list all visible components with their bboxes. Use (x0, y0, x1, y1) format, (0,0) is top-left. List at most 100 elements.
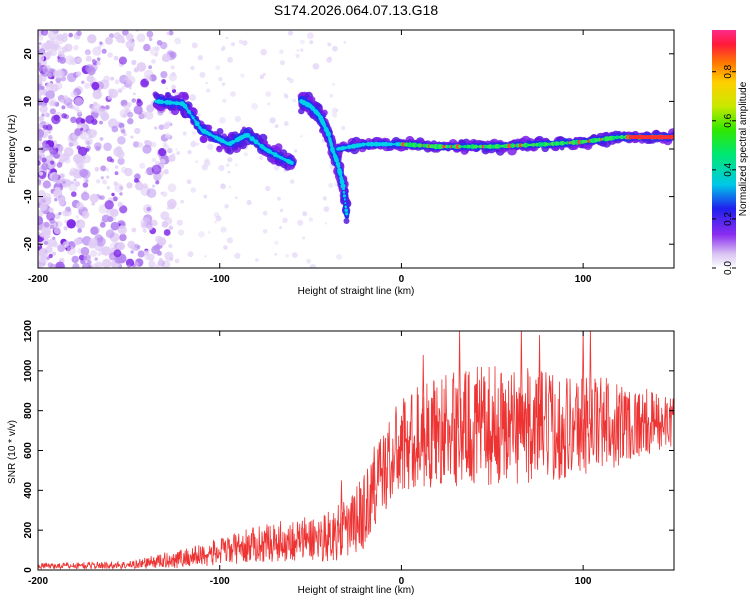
speckle (235, 163, 238, 167)
speckle (132, 92, 136, 96)
speckle (110, 221, 120, 231)
speckle (161, 79, 167, 84)
speckle (105, 167, 110, 172)
speckle (292, 98, 297, 103)
speckle (80, 119, 86, 124)
speckle (113, 55, 119, 61)
speckle (148, 37, 153, 42)
speckle (148, 65, 153, 70)
speckle (285, 254, 289, 258)
speckle (187, 150, 192, 155)
y-tick-label: 200 (23, 521, 34, 538)
speckle (118, 56, 127, 65)
ridge-peak (345, 212, 349, 216)
speckle (38, 263, 41, 268)
speckle (119, 205, 128, 214)
speckle (197, 55, 203, 61)
snr-peak (372, 446, 376, 491)
speckle (262, 210, 268, 216)
speckle (204, 196, 207, 199)
speckle (159, 257, 163, 262)
speckle (290, 179, 295, 184)
speckle (171, 84, 177, 90)
speckle (127, 118, 134, 125)
speckle (144, 139, 149, 145)
ridge-peak (371, 142, 375, 147)
speckle (151, 164, 162, 175)
speckle (57, 244, 66, 253)
speckle (228, 186, 232, 189)
speckle (324, 222, 327, 225)
speckle (246, 199, 252, 206)
speckle (49, 172, 59, 181)
speckle (90, 63, 98, 72)
speckle (222, 98, 227, 103)
ridge-halo (216, 145, 223, 153)
speckle (76, 57, 82, 64)
speckle (38, 115, 45, 122)
speckle (61, 113, 67, 119)
speckle (326, 57, 332, 63)
speckle (149, 74, 157, 82)
speckle (48, 253, 53, 259)
speckle (297, 219, 304, 226)
speckle (48, 207, 54, 213)
speckle (309, 40, 314, 45)
speckle (38, 209, 44, 217)
speckle (38, 90, 44, 97)
speckle (66, 102, 73, 109)
speckle (139, 162, 146, 169)
speckle (118, 156, 123, 160)
speckle (38, 98, 43, 106)
speckle (39, 171, 44, 176)
y-tick-label: 800 (23, 402, 34, 419)
speckle (186, 179, 192, 185)
speckle (87, 34, 97, 44)
speckle (120, 166, 128, 174)
speckle (112, 217, 116, 221)
speckle (220, 183, 227, 190)
ridge-peak (190, 114, 193, 117)
ridge-peak (191, 116, 195, 120)
spectrogram-ylabel: Frequency (Hz) (7, 115, 18, 184)
ridge-peak (391, 143, 394, 146)
speckle (104, 200, 114, 210)
speckle (102, 179, 108, 185)
speckle (260, 48, 267, 56)
speckle (110, 158, 115, 163)
speckle (332, 83, 335, 86)
speckle (114, 171, 119, 176)
speckle (230, 91, 236, 97)
speckle (92, 263, 99, 268)
speckle (75, 215, 79, 219)
speckle (80, 127, 84, 131)
speckle (101, 214, 110, 223)
speckle (38, 216, 43, 224)
snr-peak (538, 334, 541, 427)
speckle (168, 202, 176, 210)
snr-peak (458, 331, 461, 429)
speckle (207, 231, 211, 234)
ridge-peak (585, 139, 588, 143)
speckle (161, 191, 168, 197)
speckle (144, 110, 154, 120)
speckle (265, 185, 271, 192)
speckle (207, 143, 214, 151)
speckle (64, 219, 68, 224)
speckle (136, 98, 142, 103)
speckle (215, 65, 221, 71)
speckle (335, 109, 338, 112)
speckle (85, 55, 92, 62)
speckle (122, 30, 129, 36)
speckle (223, 245, 228, 250)
speckle (267, 102, 271, 106)
ridge-peak (189, 112, 192, 115)
speckle (67, 134, 77, 144)
speckle (296, 49, 300, 52)
speckle (300, 48, 304, 52)
speckle (122, 113, 127, 118)
speckle (163, 229, 171, 236)
speckle (42, 143, 50, 151)
speckle (161, 221, 169, 228)
speckle (190, 66, 195, 71)
